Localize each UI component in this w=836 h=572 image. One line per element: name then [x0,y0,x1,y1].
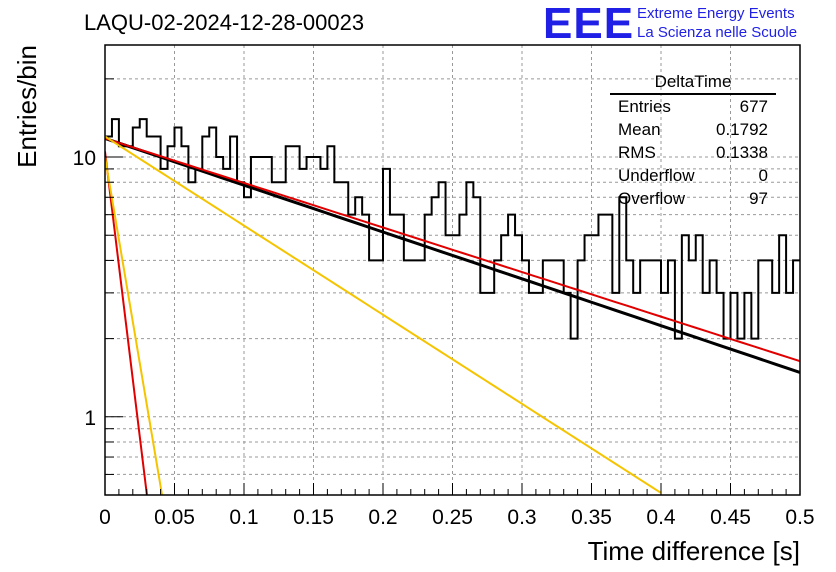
histogram-series [105,118,800,340]
x-tick-label: 0.1 [229,506,258,529]
logo-line-2: La Scienza nelle Scuole [637,24,798,41]
stats-label: Underflow [618,166,695,185]
stats-row-mean: Mean 0.1792 [610,118,776,141]
fit-line [105,136,800,374]
stats-box: DeltaTime Entries 677 Mean 0.1792 RMS 0.133… [610,72,776,210]
x-tick-label: 0.25 [432,506,473,529]
stats-title: DeltaTime [610,72,776,95]
stats-value: 677 [739,97,768,116]
stats-label: Mean [618,120,661,139]
fit-line [105,156,164,495]
y-axis-label: Entries/bin [12,45,42,168]
stats-label: Overflow [618,189,686,208]
x-tick-label: 0.15 [293,506,334,529]
logo-caption: Extreme Energy Events La Scienza nelle S… [637,4,797,42]
fit-line [105,151,148,495]
stats-row-overflow: Overflow 97 [610,187,776,210]
x-tick-label: 0.05 [154,506,195,529]
y-tick-label: 1 [84,407,96,430]
x-tick-label: 0 [99,506,111,529]
fit-line [105,135,662,494]
x-tick-label: 0.3 [507,506,536,529]
logo-line-1: Extreme Energy Events [637,5,795,22]
eee-logo-icon: EEE [543,0,635,48]
x-tick-label: 0.4 [646,506,676,529]
x-tick-label: 0.45 [710,506,751,529]
run-title: LAQU-02-2024-12-28-00023 [84,10,365,35]
stats-row-underflow: Underflow 0 [610,164,776,187]
fit-line [105,137,800,363]
stats-label: RMS [618,143,656,162]
x-tick-label: 0.2 [368,506,397,529]
stats-value: 0.1792 [716,120,768,139]
x-tick-label: 0.35 [571,506,612,529]
stats-value: 97 [749,189,768,208]
stats-row-rms: RMS 0.1338 [610,141,776,164]
stats-label: Entries [618,97,671,116]
x-tick-label: 0.5 [785,506,814,529]
y-tick-label: 10 [73,147,96,170]
x-axis-label: Time difference [s] [588,536,800,566]
stats-value: 0 [758,166,768,185]
stats-row-entries: Entries 677 [610,95,776,118]
stats-value: 0.1338 [716,143,768,162]
